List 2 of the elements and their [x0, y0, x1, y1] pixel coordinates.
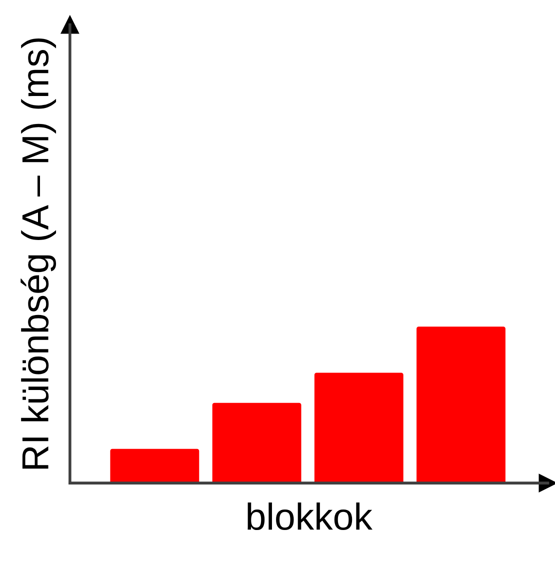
x-axis-title: blokkok	[248, 502, 372, 530]
y-axis-title: RI különbség (A – M) (ms)	[20, 38, 56, 469]
